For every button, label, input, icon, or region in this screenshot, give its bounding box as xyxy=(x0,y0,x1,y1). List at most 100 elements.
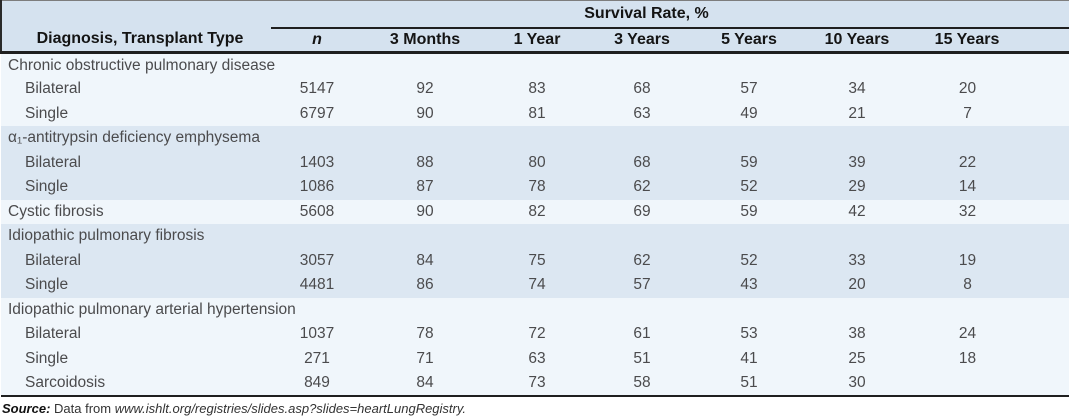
value-cell: 80 xyxy=(528,153,546,171)
n-cell: 4481 xyxy=(299,276,335,294)
n-cell: 5608 xyxy=(299,202,335,220)
value-cell xyxy=(587,126,697,151)
value-cell: 84 xyxy=(416,251,434,269)
n-cell: 3057 xyxy=(299,251,335,269)
value-cell: 34 xyxy=(848,80,866,98)
table-row: Bilateral 3057 84 75 62 52 33 19 xyxy=(1,248,1069,273)
column-header-3-years: 3 Years xyxy=(587,27,697,54)
table-row: Single 271 71 63 51 41 25 18 xyxy=(1,346,1069,371)
value-cell xyxy=(801,224,913,249)
value-cell: 52 xyxy=(740,178,758,196)
n-cell: 1086 xyxy=(299,178,335,196)
value-cell: 29 xyxy=(848,178,866,196)
column-header-row: Diagnosis, Transplant Type n 3 Months 1 … xyxy=(0,27,1069,54)
column-header-5-years: 5 Years xyxy=(697,27,801,54)
value-cell: 81 xyxy=(528,104,546,122)
table-row: α₁-antitrypsin deficiency emphysema xyxy=(1,126,1069,151)
table-row: Single 6797 90 81 63 49 21 7 xyxy=(1,101,1069,126)
value-cell xyxy=(487,298,587,323)
table-row: Idiopathic pulmonary fibrosis xyxy=(1,224,1069,249)
spanner-label: Survival Rate, % xyxy=(271,0,1069,29)
value-cell: 33 xyxy=(848,251,866,269)
value-cell xyxy=(801,126,913,151)
n-cell: 849 xyxy=(271,371,363,397)
source-text: Data from xyxy=(54,400,112,416)
value-cell: 20 xyxy=(848,276,866,294)
value-cell xyxy=(697,126,801,151)
source-note: Source: Data from www.ishlt.org/registri… xyxy=(0,396,1069,416)
value-cell: 92 xyxy=(416,80,434,98)
value-cell xyxy=(801,53,913,78)
value-cell: 74 xyxy=(528,276,546,294)
value-cell: 62 xyxy=(633,251,651,269)
diagnosis-cell: Idiopathic pulmonary fibrosis xyxy=(8,227,205,245)
value-cell xyxy=(487,126,587,151)
value-cell: 90 xyxy=(416,202,434,220)
column-header-1-year: 1 Year xyxy=(487,27,587,54)
value-cell: 53 xyxy=(740,325,758,343)
column-header-15-years: 15 Years xyxy=(913,27,1069,54)
value-cell: 32 xyxy=(958,202,977,220)
value-cell: 57 xyxy=(740,80,758,98)
diagnosis-cell: Bilateral xyxy=(25,153,81,171)
diagnosis-cell: Sarcoidosis xyxy=(1,371,271,397)
diagnosis-cell: Cystic fibrosis xyxy=(8,202,104,220)
value-cell: 20 xyxy=(958,80,977,98)
value-cell: 88 xyxy=(416,153,434,171)
diagnosis-cell: Single xyxy=(25,349,69,367)
value-cell: 69 xyxy=(633,202,651,220)
spanner-row: Survival Rate, % xyxy=(0,0,1069,29)
value-cell: 22 xyxy=(958,153,977,171)
table-body: Chronic obstructive pulmonary disease Bi… xyxy=(1,52,1069,397)
value-cell: 51 xyxy=(697,371,801,397)
table-row: Bilateral 1037 78 72 61 53 38 24 xyxy=(1,322,1069,347)
value-cell: 59 xyxy=(740,153,758,171)
value-cell: 61 xyxy=(633,325,651,343)
value-cell: 25 xyxy=(848,349,866,367)
value-cell: 62 xyxy=(633,178,651,196)
value-cell xyxy=(587,298,697,323)
value-cell xyxy=(487,53,587,78)
n-cell: 5147 xyxy=(299,80,335,98)
table-row: Bilateral 1403 88 80 68 59 39 22 xyxy=(1,150,1069,175)
value-cell xyxy=(363,53,487,78)
value-cell xyxy=(913,224,1069,249)
value-cell xyxy=(697,224,801,249)
value-cell: 52 xyxy=(740,251,758,269)
diagnosis-cell: Single xyxy=(25,276,69,294)
value-cell: 82 xyxy=(528,202,546,220)
value-cell: 8 xyxy=(963,276,972,294)
value-cell xyxy=(363,298,487,323)
value-cell: 78 xyxy=(528,178,546,196)
value-cell: 63 xyxy=(528,349,546,367)
column-header-n: n xyxy=(271,27,363,54)
value-cell: 68 xyxy=(633,153,651,171)
value-cell: 18 xyxy=(958,349,977,367)
value-cell: 57 xyxy=(633,276,651,294)
value-cell: 39 xyxy=(848,153,866,171)
table-row: Cystic fibrosis 5608 90 82 69 59 42 32 xyxy=(1,199,1069,224)
n-cell: 1403 xyxy=(299,153,335,171)
n-cell: 271 xyxy=(304,349,330,367)
value-cell: 84 xyxy=(363,371,487,397)
column-header-10-years: 10 Years xyxy=(801,27,913,54)
diagnosis-cell: Bilateral xyxy=(25,80,81,98)
value-cell: 21 xyxy=(848,104,866,122)
diagnosis-cell: Single xyxy=(25,178,69,196)
value-cell xyxy=(363,126,487,151)
value-cell: 30 xyxy=(801,371,913,397)
value-cell: 73 xyxy=(487,371,587,397)
value-cell: 24 xyxy=(958,325,977,343)
table-row: Sarcoidosis 849 84 73 58 51 30 xyxy=(1,371,1069,397)
value-cell: 71 xyxy=(416,349,434,367)
value-cell: 59 xyxy=(740,202,758,220)
column-header-3-months: 3 Months xyxy=(363,27,487,54)
value-cell xyxy=(801,298,913,323)
value-cell: 63 xyxy=(633,104,651,122)
value-cell: 7 xyxy=(963,104,972,122)
value-cell: 75 xyxy=(528,251,546,269)
value-cell: 14 xyxy=(958,178,977,196)
value-cell xyxy=(363,224,487,249)
value-cell: 49 xyxy=(740,104,758,122)
